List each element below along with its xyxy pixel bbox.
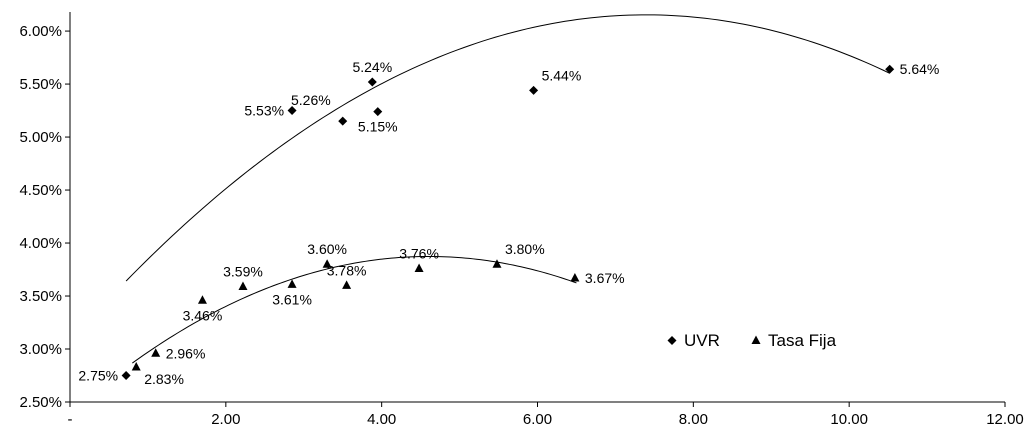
uvr-data-label: 5.64% bbox=[900, 61, 940, 77]
tasa-fija-data-label: 3.76% bbox=[399, 245, 439, 261]
tasa-fija-point bbox=[197, 295, 207, 304]
tasa-fija-point bbox=[322, 259, 332, 268]
axes: 2.50% 3.00% 3.50% 4.00% 4.50% 5.00% 5.50% 6.00%… bbox=[19, 12, 1024, 428]
legend-label-tasa-fija: Tasa Fija bbox=[768, 331, 837, 350]
tasa-fija-point bbox=[492, 259, 502, 268]
y-tick-label: 3.00% bbox=[19, 341, 62, 358]
x-tick-label: 10.00 bbox=[830, 411, 868, 428]
uvr-data-label: 2.75% bbox=[78, 368, 118, 384]
x-tick-label: 12.00 bbox=[986, 411, 1024, 428]
data-points bbox=[121, 64, 895, 381]
uvr-point bbox=[529, 85, 539, 95]
legend: UVR Tasa Fija bbox=[667, 331, 837, 350]
uvr-point bbox=[338, 116, 348, 126]
tasa-fija-point bbox=[151, 348, 161, 357]
tasa-fija-data-label: 3.80% bbox=[505, 241, 545, 257]
y-tick-label: 2.50% bbox=[19, 394, 62, 411]
legend-label-uvr: UVR bbox=[684, 331, 720, 350]
uvr-data-label: 5.53% bbox=[244, 103, 284, 119]
y-tick-label: 4.50% bbox=[19, 182, 62, 199]
tasa-fija-point bbox=[342, 280, 352, 289]
x-tick-label: 2.00 bbox=[211, 411, 240, 428]
uvr-data-label: 5.24% bbox=[352, 59, 392, 75]
legend-item-tasa-fija: Tasa Fija bbox=[751, 331, 837, 350]
x-tick-label: 6.00 bbox=[523, 411, 552, 428]
uvr-data-label: 5.26% bbox=[291, 92, 331, 108]
uvr-data-label: 5.15% bbox=[358, 119, 398, 135]
tasa-fija-data-label: 3.60% bbox=[307, 241, 347, 257]
x-tick-label: 4.00 bbox=[367, 411, 396, 428]
tasa-fija-data-label: 3.67% bbox=[585, 270, 625, 286]
tasa-fija-data-label: 2.83% bbox=[144, 371, 184, 387]
tasa-fija-point bbox=[570, 273, 580, 282]
legend-item-uvr: UVR bbox=[667, 331, 720, 350]
y-tick-label: 4.00% bbox=[19, 235, 62, 252]
uvr-point bbox=[367, 77, 377, 87]
uvr-data-label: 5.44% bbox=[542, 67, 582, 83]
y-tick-label: 5.00% bbox=[19, 129, 62, 146]
trendlines bbox=[125, 14, 890, 364]
uvr-point bbox=[373, 107, 383, 117]
trendline-uvr bbox=[125, 14, 890, 282]
data-labels: 2.75% 5.53% 5.26% 5.24% 5.15% 5.44% 5.64% 2.83%… bbox=[78, 59, 939, 387]
tasa-fija-point bbox=[414, 263, 424, 272]
legend-diamond-marker bbox=[667, 336, 677, 345]
x-tick-label: - bbox=[68, 411, 73, 428]
x-tick-label: 8.00 bbox=[679, 411, 708, 428]
uvr-point bbox=[121, 371, 131, 381]
tasa-fija-point bbox=[287, 279, 297, 288]
tasa-fija-data-label: 3.78% bbox=[327, 262, 367, 278]
y-tick-label: 5.50% bbox=[19, 76, 62, 93]
uvr-point bbox=[287, 106, 297, 116]
y-tick-label: 3.50% bbox=[19, 288, 62, 305]
uvr-point bbox=[885, 64, 895, 74]
tasa-fija-data-label: 3.46% bbox=[183, 307, 223, 323]
tasa-fija-point bbox=[238, 281, 248, 290]
tasa-fija-data-label: 3.61% bbox=[272, 291, 312, 307]
trendline-tasa-fija bbox=[132, 255, 577, 364]
tasa-fija-point bbox=[131, 362, 141, 371]
legend-triangle-marker bbox=[751, 335, 761, 344]
tasa-fija-data-label: 3.59% bbox=[223, 263, 263, 279]
tasa-fija-data-label: 2.96% bbox=[166, 345, 206, 361]
y-tick-label: 6.00% bbox=[19, 23, 62, 40]
